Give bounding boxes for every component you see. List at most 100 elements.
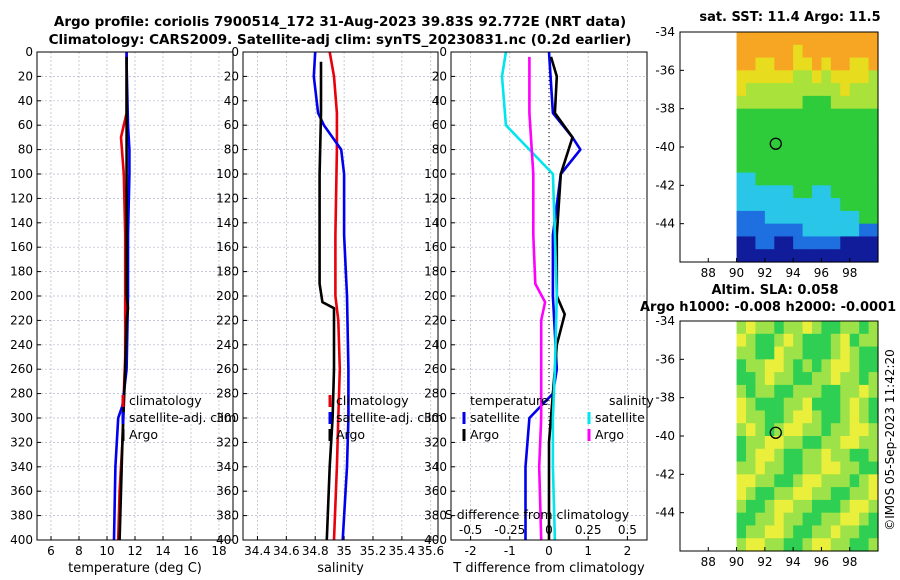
sst-map-cell <box>830 95 841 110</box>
sst-map-cell <box>840 57 851 71</box>
sla-map-cell <box>868 333 879 348</box>
sla-map-cell <box>821 538 832 552</box>
sla-map-cell <box>849 384 860 399</box>
sla-map-cell <box>821 448 832 463</box>
sst-map-cell <box>774 57 785 71</box>
sst-map-xtick-label: 94 <box>786 266 801 280</box>
sla-map-cell <box>859 359 870 373</box>
sla-map-xtick-label: 98 <box>842 555 857 569</box>
sst-map-cell <box>830 134 841 148</box>
sst-map-cell <box>783 249 794 263</box>
panel-differences-series-salinity-argo <box>528 56 547 541</box>
sla-map-ytick-label: -42 <box>655 467 675 481</box>
sla-map-cell <box>812 423 823 437</box>
sla-map-cell <box>830 512 841 527</box>
sst-map-cell <box>859 95 870 110</box>
panel-temperature-legend-label: Argo <box>129 427 158 442</box>
sla-map-cell <box>774 384 785 399</box>
sst-map-cell <box>783 210 794 225</box>
panel-salinity-ytick-label: 40 <box>224 94 239 108</box>
panel-temperature-xtick-label: 6 <box>47 544 55 558</box>
sst-map-cell <box>746 108 757 123</box>
sla-map-cell <box>746 499 757 514</box>
sla-map-cell <box>859 448 870 463</box>
sla-map-cell <box>859 487 870 501</box>
sst-map-cell <box>746 223 757 238</box>
sst-map-cell <box>821 159 832 174</box>
sla-map-cell <box>783 423 794 437</box>
sla-map-cell <box>793 499 804 514</box>
sla-map-cell <box>821 461 832 475</box>
sst-map-cell <box>859 44 870 59</box>
panel-salinity-xtick-label: 34.6 <box>273 544 300 558</box>
sla-map-cell <box>859 397 870 412</box>
sst-map-cell <box>821 57 832 71</box>
sst-map-cell <box>840 108 851 123</box>
sst-map-cell <box>783 121 794 135</box>
panel-differences-ytick-label: 300 <box>424 411 447 425</box>
sla-map-cell <box>793 474 804 488</box>
panel-salinity-ytick-label: 80 <box>224 143 239 157</box>
sst-map-cell <box>821 108 832 123</box>
sla-map-cell <box>783 384 794 399</box>
sla-map-cell <box>764 499 775 514</box>
panel-differences-ytick-label: 380 <box>424 509 447 523</box>
panel-salinity-xtick-label: 34.8 <box>302 544 329 558</box>
sst-map-cell <box>821 32 832 46</box>
sst-map-cell <box>774 172 785 186</box>
panel-salinity-xtick-label: 35.2 <box>360 544 387 558</box>
chart-title-line1: Argo profile: coriolis 7900514_172 31-Au… <box>53 14 627 30</box>
panel-temperature-ytick-label: 300 <box>10 411 33 425</box>
sla-map-cell <box>840 346 851 360</box>
sst-map-cell <box>774 223 785 238</box>
panel-salinity-xtick-label: 35.4 <box>389 544 416 558</box>
sla-map-cell <box>793 448 804 463</box>
sst-map-cell <box>755 70 766 84</box>
sla-map-cell <box>802 423 813 437</box>
sla-map-cell <box>793 321 804 335</box>
sla-map-cell <box>812 487 823 501</box>
sla-map-cell <box>764 359 775 373</box>
sst-map-cell <box>802 210 813 225</box>
sla-map-cell <box>868 384 879 399</box>
sla-map-cell <box>802 512 813 527</box>
sst-map-cell <box>746 44 757 59</box>
sla-map-cell <box>755 487 766 501</box>
panel-differences-ytick-label: 240 <box>424 338 447 352</box>
sst-map-cell <box>812 198 823 212</box>
sst-map-cell <box>755 159 766 174</box>
panel-differences-ytick-label: 20 <box>432 69 447 83</box>
sla-map-cell <box>868 410 879 424</box>
sst-map-cell <box>868 44 879 59</box>
sla-map-cell <box>736 333 747 348</box>
sst-map-cell <box>793 185 804 199</box>
panel-differences-ytick-label: 0 <box>439 45 447 59</box>
sla-map-cell <box>802 359 813 373</box>
sst-map-cell <box>755 198 766 212</box>
sla-map-cell <box>774 346 785 360</box>
panel-salinity-ytick-label: 140 <box>216 216 239 230</box>
panel-differences-series-salinity-satellite <box>500 51 559 541</box>
sst-map-cell <box>793 249 804 263</box>
sla-map-cell <box>764 538 775 552</box>
sst-map-cell <box>830 70 841 84</box>
sst-map-cell <box>802 83 813 97</box>
sst-map-cell <box>821 70 832 84</box>
sla-map-title-line1: Altim. SLA: 0.058 <box>711 283 839 298</box>
sla-map-cell <box>821 321 832 335</box>
panel-temperature-ytick-label: 40 <box>18 94 33 108</box>
sst-map-title: sat. SST: 11.4 Argo: 11.5 <box>699 10 881 25</box>
sla-map-cell <box>859 474 870 488</box>
sla-map-cell <box>774 499 785 514</box>
sst-map-cell <box>746 185 757 199</box>
sla-map-cell <box>840 321 851 335</box>
sla-map-cell <box>764 474 775 488</box>
sla-map-cell <box>793 384 804 399</box>
sla-map-cell <box>849 423 860 437</box>
sst-map-cell <box>868 147 879 161</box>
sla-map-cell <box>868 474 879 488</box>
sst-map-ytick-label: -44 <box>655 217 675 231</box>
panel-differences-ytick-label: 280 <box>424 387 447 401</box>
sst-map-cell <box>859 134 870 148</box>
sst-map-cell <box>793 210 804 225</box>
